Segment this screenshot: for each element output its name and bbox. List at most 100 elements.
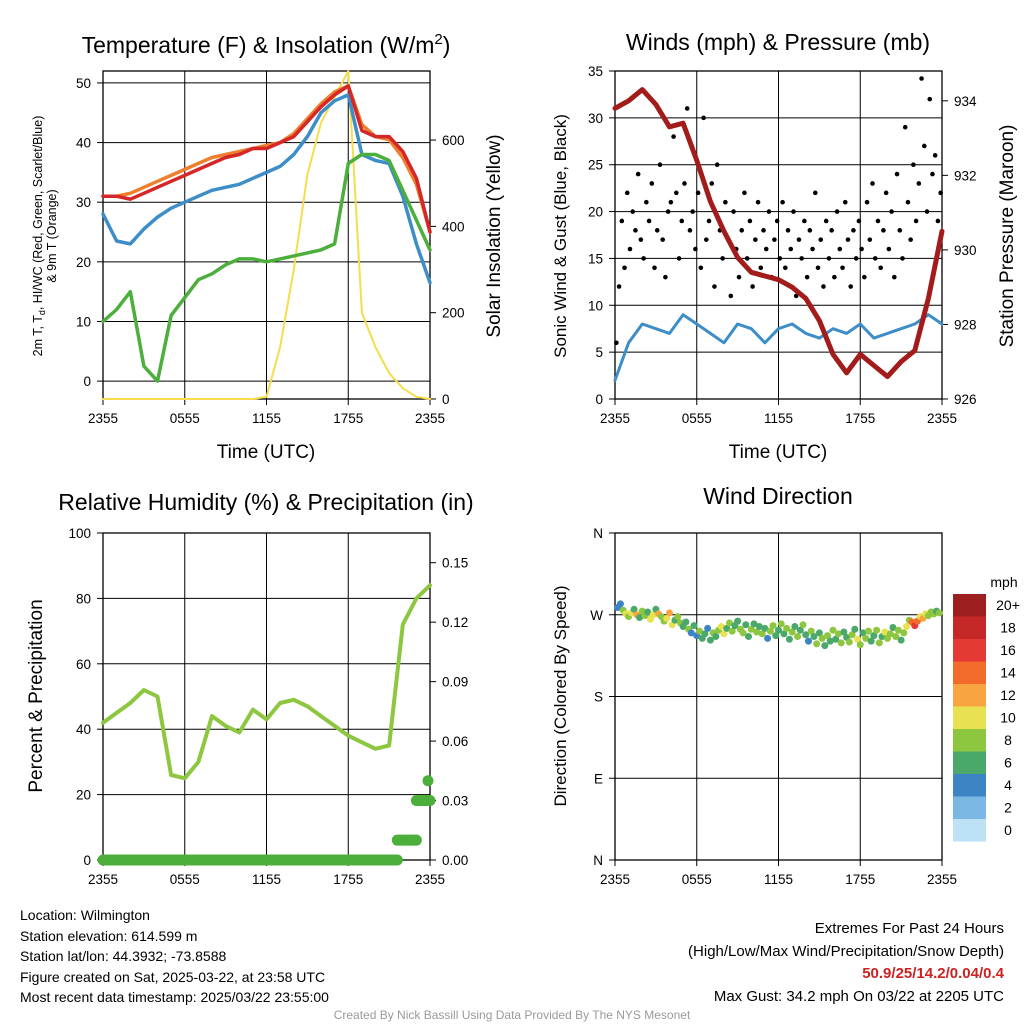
- humidity-y-tick-label: 100: [68, 526, 91, 541]
- gust-point: [883, 190, 889, 196]
- direction-point: [818, 634, 826, 642]
- humidity-y-label: Percent & Precipitation: [26, 599, 47, 792]
- direction-point: [764, 634, 772, 642]
- station-latlon: Station lat/lon: 44.3932; -73.8588: [20, 948, 227, 964]
- direction-point: [706, 636, 714, 644]
- direction-point: [824, 632, 832, 640]
- gust-point: [660, 237, 665, 242]
- temperature-y2-tick-label: 600: [442, 133, 465, 148]
- winds-y2-tick-label: 926: [954, 392, 977, 407]
- gust-point: [763, 246, 769, 252]
- winds-y-tick-label: 5: [595, 345, 603, 360]
- temperature-x-tick-label: 0555: [170, 411, 200, 426]
- humidity-series: [97, 583, 436, 866]
- direction-point: [810, 633, 818, 641]
- gust-point: [646, 218, 652, 224]
- winds-y-tick-label: 20: [588, 205, 603, 220]
- gust-point: [924, 209, 930, 214]
- speed-legend-title: mph: [990, 574, 1017, 590]
- gust-point: [872, 256, 878, 261]
- winds-panel: Winds (mph) & Pressure (mb) Time (UTC) S…: [551, 29, 1018, 463]
- gust-point: [723, 199, 728, 205]
- gust-point: [932, 153, 938, 158]
- station-info: Location: Wilmington Station elevation: …: [20, 905, 329, 1008]
- extremes-values: 50.9/25/14.2/0.04/0.4: [862, 965, 1004, 982]
- legend-label: 16: [1000, 642, 1016, 658]
- legend-swatch: [953, 684, 986, 707]
- winds-series: [612, 76, 945, 382]
- gust-point: [619, 218, 625, 224]
- humidity-y-tick-label: 20: [76, 788, 91, 803]
- legend-label: 0: [1004, 822, 1012, 838]
- gust-point: [624, 190, 630, 196]
- extremes-box: Extremes For Past 24 Hours (High/Low/Max…: [688, 918, 1004, 1008]
- direction-point: [854, 635, 862, 643]
- winds-y-tick-label: 30: [588, 111, 603, 126]
- gust-point: [921, 143, 927, 149]
- direction-point: [900, 629, 908, 637]
- gust-point: [826, 256, 832, 261]
- winds-x-tick-label: 1155: [764, 411, 793, 426]
- direction-point: [747, 625, 755, 633]
- gust-point: [679, 218, 685, 224]
- direction-x-tick-label: 2355: [600, 872, 630, 887]
- gust-point: [633, 228, 638, 233]
- gust-point: [630, 209, 636, 214]
- gust-point: [758, 265, 764, 271]
- humidity-x-tick-label: 0555: [170, 872, 200, 887]
- direction-point: [862, 634, 870, 642]
- direction-point: [663, 614, 671, 622]
- temperature-series-line: [101, 152, 432, 383]
- temperature-y-tick-label: 30: [76, 195, 91, 210]
- direction-point: [897, 636, 905, 644]
- gust-point: [804, 274, 810, 280]
- gust-point: [785, 228, 791, 233]
- gust-point: [902, 124, 908, 130]
- gust-point: [905, 199, 911, 205]
- direction-point: [674, 613, 682, 621]
- direction-point: [802, 631, 810, 639]
- gust-point: [649, 181, 655, 186]
- direction-point: [799, 621, 807, 629]
- gust-point: [864, 199, 870, 205]
- legend-label: 18: [1000, 620, 1016, 636]
- gust-point: [938, 190, 943, 196]
- direction-point: [848, 631, 856, 639]
- direction-point: [794, 633, 802, 641]
- direction-point: [712, 633, 720, 641]
- temperature-plot-frame: [102, 70, 431, 400]
- temperature-x-tick-label: 1155: [252, 411, 281, 426]
- gust-point: [823, 218, 829, 224]
- direction-y-tick-label: S: [594, 690, 603, 705]
- humidity-line: [101, 583, 432, 781]
- gust-point: [750, 284, 755, 289]
- gust-point: [867, 237, 873, 242]
- humidity-y-tick-label: 80: [76, 591, 91, 606]
- temperature-x-label: Time (UTC): [217, 442, 316, 463]
- gust-point: [753, 237, 758, 242]
- direction-point: [666, 609, 673, 617]
- insolation-line: [102, 70, 431, 400]
- gust-point: [788, 246, 794, 252]
- gust-point: [627, 246, 633, 252]
- winds-y-tick-label: 0: [595, 392, 603, 407]
- gust-point: [703, 237, 709, 242]
- recent-timestamp: Most recent data timestamp: 2025/03/22 2…: [20, 989, 329, 1005]
- temperature-y-label: 2m T, Td, HI/WC (Red, Green, Scarlet/Blu…: [31, 116, 47, 357]
- direction-point: [859, 629, 867, 637]
- gust-point: [834, 209, 840, 214]
- temperature-y-tick-label: 0: [83, 374, 91, 389]
- winds-x-tick-label: 2355: [600, 411, 630, 426]
- direction-point: [742, 621, 750, 629]
- direction-point: [903, 623, 911, 631]
- legend-label: 6: [1004, 755, 1012, 771]
- direction-y-label: Direction (Colored By Speed): [551, 585, 570, 806]
- gust-point: [687, 228, 693, 233]
- pressure-y-label: Station Pressure (Maroon): [997, 125, 1018, 348]
- station-location: Location: Wilmington: [20, 907, 150, 923]
- gust-point: [657, 162, 663, 168]
- winds-y-tick-label: 25: [588, 158, 603, 173]
- humidity-x-tick-label: 2355: [88, 872, 118, 887]
- winds-y-label: Sonic Wind & Gust (Blue, Black): [551, 114, 570, 358]
- gust-point: [908, 237, 913, 242]
